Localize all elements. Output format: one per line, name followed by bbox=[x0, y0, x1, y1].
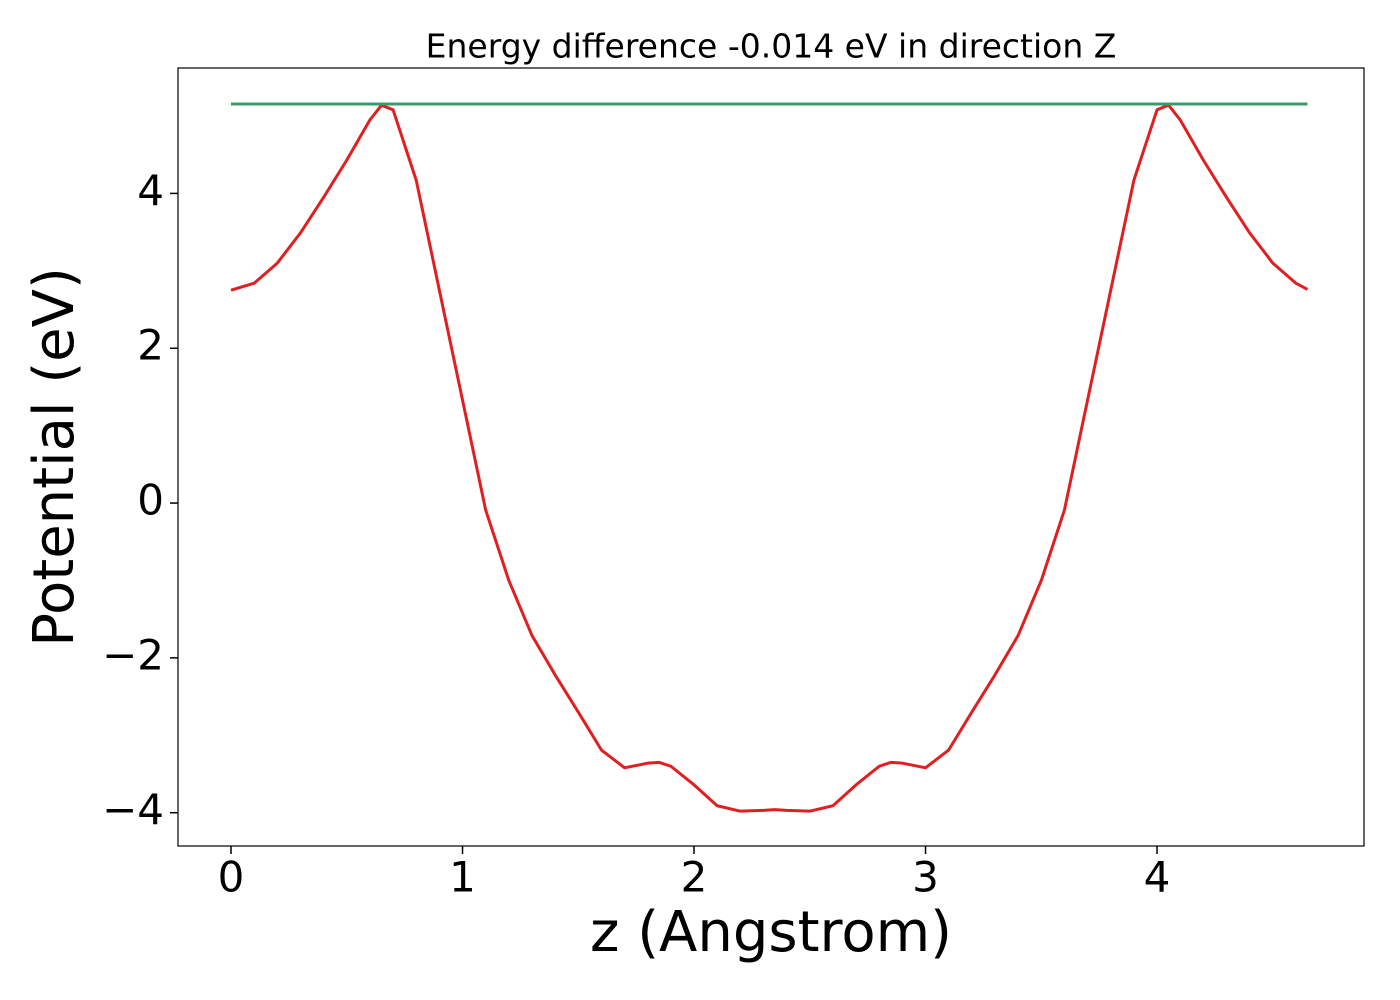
x-tick-label: 3 bbox=[912, 853, 939, 902]
chart-title: Energy difference -0.014 eV in direction… bbox=[426, 27, 1117, 66]
y-tick-label: −2 bbox=[102, 630, 164, 679]
x-tick-label: 2 bbox=[681, 853, 708, 902]
x-tick-label: 4 bbox=[1144, 853, 1171, 902]
y-tick-label: 2 bbox=[137, 321, 164, 370]
x-tick-label: 1 bbox=[449, 853, 476, 902]
y-tick-label: 4 bbox=[137, 166, 164, 215]
plot-frame bbox=[177, 67, 1365, 847]
series-line bbox=[230, 103, 1309, 813]
x-tick-label: 0 bbox=[218, 853, 245, 902]
y-tick-label: −4 bbox=[102, 785, 164, 834]
y-tick-label: 0 bbox=[137, 476, 164, 525]
x-axis-label: z (Angstrom) bbox=[590, 900, 952, 965]
y-axis-label: Potential (eV) bbox=[22, 267, 87, 647]
